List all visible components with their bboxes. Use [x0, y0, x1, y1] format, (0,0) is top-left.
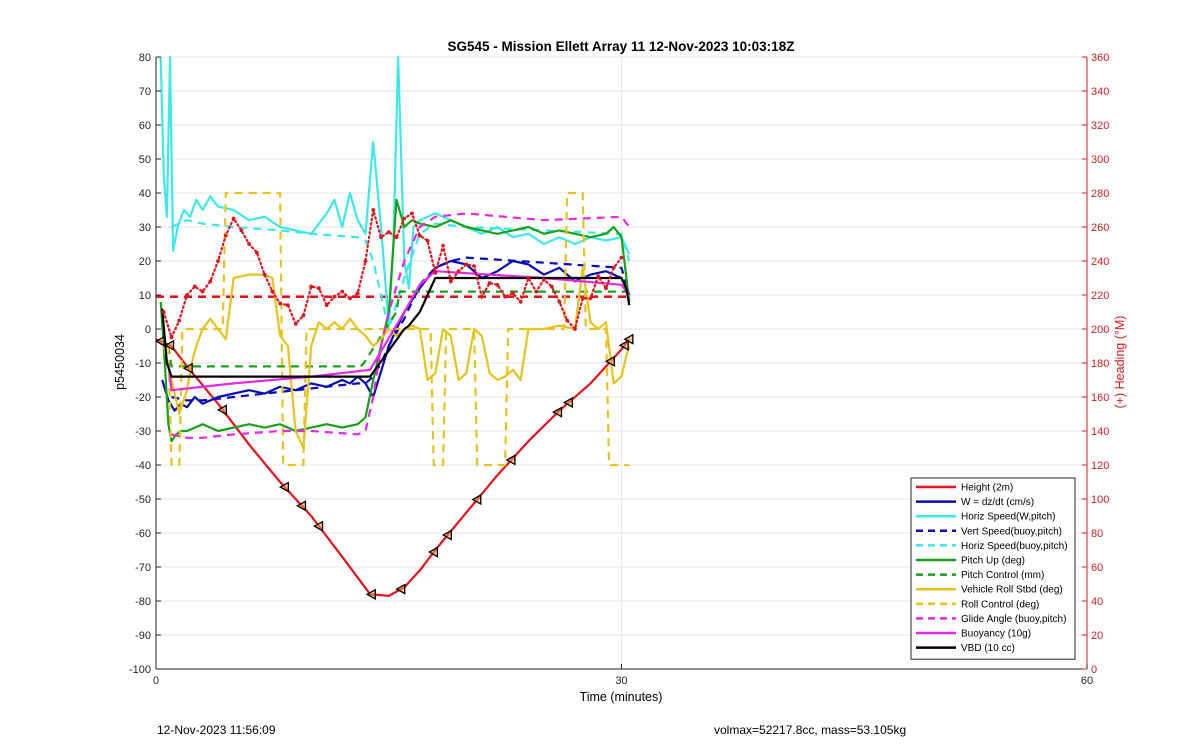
y2-tick-label: 100: [1091, 494, 1109, 506]
y2-tick-label: 300: [1091, 154, 1109, 166]
height-marker: [623, 333, 634, 345]
legend-entry: Pitch Control (mm): [961, 570, 1044, 581]
y-tick-label: -80: [135, 596, 151, 608]
height-marker: [365, 588, 376, 600]
height-marker: [154, 335, 165, 347]
series-line-10: [167, 270, 631, 392]
legend-entry: Horiz Speed(W,pitch): [961, 512, 1055, 523]
y2-tick-label: 360: [1091, 52, 1109, 64]
series-line-6: [167, 290, 630, 368]
x-tick-label: 60: [1081, 675, 1093, 687]
y-tick-label: -100: [129, 664, 151, 676]
y-tick-label: -10: [135, 358, 151, 370]
y-tick-label: 70: [139, 86, 151, 98]
height-marker: [505, 454, 516, 466]
y2-tick-label: 20: [1091, 630, 1103, 642]
series-line-5: [159, 198, 631, 443]
height-marker: [278, 481, 290, 493]
y-tick-label: 40: [139, 188, 151, 200]
legend: Height (2m) W = dz/dt (cm/s) Horiz Speed(W…: [910, 477, 1076, 660]
height-marker: [182, 362, 193, 374]
y-axis-label: p5450034: [113, 334, 127, 390]
legend-entry: Vert Speed(buoy,pitch): [961, 526, 1062, 537]
y2-tick-label: 240: [1091, 256, 1109, 268]
height-marker: [313, 520, 324, 532]
y-tick-label: 20: [139, 256, 151, 268]
y2-tick-label: 200: [1091, 324, 1109, 336]
x-axis-label: Time (minutes): [580, 690, 663, 704]
legend-entry: Roll Control (deg): [961, 599, 1039, 610]
footer-timestamp: 12-Nov-2023 11:56:09: [157, 723, 276, 737]
y-tick-label: 60: [139, 120, 151, 132]
legend-box: [910, 477, 1076, 660]
footer-vehicle-info: volmax=52217.8cc, mass=53.105kg: [714, 723, 907, 737]
y2-tick-label: 280: [1091, 188, 1109, 200]
y2-tick-label: 180: [1091, 358, 1109, 370]
legend-entry: VBD (10 cc): [961, 643, 1015, 654]
y2-tick-label: 80: [1091, 528, 1103, 540]
axes: 80706050403020100-10-20-30-40-50-60-70-8…: [129, 52, 1109, 687]
series-line-3: [171, 256, 631, 402]
heading-dotted-line: [162, 209, 623, 341]
y2-tick-label: 60: [1091, 562, 1103, 574]
y-tick-label: 80: [139, 52, 151, 64]
height-marker: [562, 396, 573, 409]
series-line-0: [155, 338, 631, 598]
legend-entry: Height (2m): [961, 483, 1013, 494]
series-line-9: [171, 212, 631, 439]
series-line-2: [159, 55, 631, 327]
y-tick-label: -40: [135, 460, 151, 472]
series-line-4: [171, 219, 631, 331]
y2-tick-label: 340: [1091, 86, 1109, 98]
y2-tick-label: 220: [1091, 290, 1109, 302]
x-tick-label: 30: [615, 675, 627, 687]
series-line-1: [161, 259, 631, 412]
height-marker: [471, 493, 482, 506]
y2-tick-label: 160: [1091, 392, 1109, 404]
y2-tick-label: 120: [1091, 460, 1109, 472]
height-marker: [395, 583, 406, 595]
y2-tick-label: 40: [1091, 596, 1103, 608]
height-marker: [604, 355, 615, 367]
series-layer: [154, 55, 634, 600]
y-tick-label: 0: [145, 324, 151, 336]
series-line-8: [167, 191, 630, 467]
y2-tick-label: 260: [1091, 222, 1109, 234]
chart-title: SG545 - Mission Ellett Array 11 12-Nov-2…: [448, 39, 795, 54]
y-tick-label: 30: [139, 222, 151, 234]
height-marker: [618, 339, 629, 351]
y-tick-label: -50: [135, 494, 151, 506]
y2-tick-label: 140: [1091, 426, 1109, 438]
y2-tick-label: 320: [1091, 120, 1109, 132]
y-tick-label: -60: [135, 528, 151, 540]
height-marker: [441, 529, 452, 541]
y-tick-label: 50: [139, 154, 151, 166]
legend-entry: Glide Angle (buoy,pitch): [961, 614, 1066, 625]
height-marker: [296, 500, 307, 512]
legend-entry: W = dz/dt (cm/s): [961, 497, 1034, 508]
x-tick-label: 0: [153, 675, 159, 687]
y-tick-label: -90: [135, 630, 151, 642]
legend-entry: Buoyancy (10g): [961, 629, 1031, 640]
height-marker: [164, 339, 175, 351]
series-line-11: [161, 276, 631, 378]
height-marker: [216, 404, 227, 416]
height-marker: [552, 406, 563, 418]
y2-tick-label: 0: [1091, 664, 1097, 676]
legend-entry: Vehicle Roll Stbd (deg): [961, 585, 1063, 596]
height-marker: [427, 546, 438, 558]
y-tick-label: -70: [135, 562, 151, 574]
y-tick-label: -20: [135, 392, 151, 404]
y2-axis-label: (+) Heading (°M): [1113, 316, 1127, 409]
y-tick-label: -30: [135, 426, 151, 438]
legend-entry: Pitch Up (deg): [961, 556, 1025, 567]
y-tick-label: 10: [139, 290, 151, 302]
legend-entry: Horiz Speed(buoy,pitch): [961, 541, 1068, 552]
